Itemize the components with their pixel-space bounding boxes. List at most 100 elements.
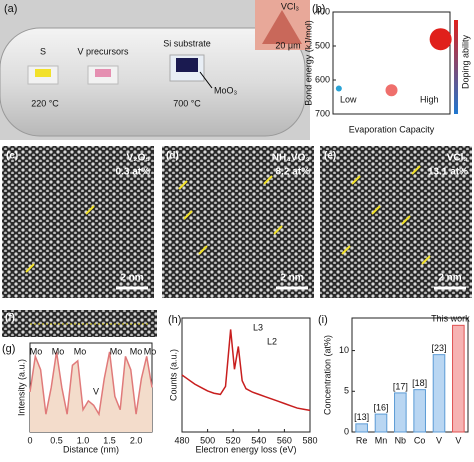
- scale-label: 2 nm: [280, 273, 303, 284]
- y-tick-label: 500: [315, 40, 330, 50]
- annotation: Mo: [74, 346, 87, 356]
- y-axis-label: Concentration (at%): [322, 335, 332, 415]
- boat-label: S: [40, 46, 46, 56]
- arrow: [421, 255, 431, 265]
- sulfur: [35, 69, 51, 77]
- annotation: [18]: [412, 378, 427, 388]
- bar: [452, 324, 465, 433]
- annotation: Mo: [52, 346, 65, 356]
- x-tick-label: V: [436, 435, 442, 445]
- x-axis-label: Electron energy loss (eV): [195, 444, 296, 454]
- point: [385, 84, 398, 97]
- arrow: [263, 175, 273, 185]
- concentration: 13.1 at%: [428, 167, 468, 178]
- x-tick-label: Mn: [375, 435, 388, 445]
- annotation: L3: [253, 322, 263, 332]
- arrow: [25, 263, 35, 273]
- y-tick-label: 5: [344, 386, 349, 396]
- arrow: [273, 225, 283, 235]
- annotation: Mo: [130, 346, 143, 356]
- y-tick-label: 700: [315, 108, 330, 118]
- x-tick-label: 560: [277, 435, 292, 445]
- panel-label: (e): [324, 151, 336, 162]
- boat-label: Si substrate: [163, 38, 211, 48]
- panel-label: (b): [312, 3, 325, 15]
- annotation: [23]: [431, 343, 446, 353]
- x-tick-label: 0: [27, 435, 32, 445]
- x-tick-label: 0.5: [50, 435, 63, 445]
- y-tick-label: 400: [315, 6, 330, 16]
- panel-label: (d): [166, 151, 179, 162]
- arrow: [198, 245, 208, 255]
- concentration: 8.2 at%: [276, 167, 311, 178]
- bar: [432, 354, 446, 433]
- precursor: VCl₃: [447, 153, 469, 164]
- concentration: 0.3 at%: [116, 167, 151, 178]
- scale-label: 2 nm: [438, 273, 461, 284]
- annotation: [13]: [354, 412, 369, 422]
- annotation: V: [93, 386, 99, 396]
- x-tick-label: 1.5: [103, 435, 116, 445]
- plot-frame: [181, 317, 311, 433]
- plot-frame: [351, 317, 469, 433]
- bar: [355, 423, 368, 433]
- temperature: 700 °C: [173, 98, 201, 108]
- y-axis-label: Counts (a.u.): [168, 349, 178, 401]
- scale-label: 2 nm: [120, 273, 143, 284]
- x-high: High: [420, 94, 439, 104]
- x-low: Low: [340, 94, 357, 104]
- bar: [374, 413, 388, 433]
- line: [181, 329, 311, 412]
- arrow: [371, 205, 381, 215]
- x-tick-label: 520: [226, 435, 241, 445]
- precursor: [95, 69, 111, 77]
- annotation: [17]: [393, 381, 408, 391]
- arrow: [183, 210, 193, 220]
- temperature: 220 °C: [31, 98, 59, 108]
- annotation: [16]: [373, 402, 388, 412]
- line: [29, 351, 153, 417]
- x-tick-label: Co: [414, 435, 426, 445]
- crystal: [262, 10, 302, 44]
- annotation: L2: [267, 336, 277, 346]
- x-tick-label: V: [455, 435, 461, 445]
- arrow: [85, 205, 95, 215]
- point: [335, 85, 342, 92]
- x-tick-label: 1.0: [77, 435, 90, 445]
- x-axis-label: Distance (nm): [63, 444, 119, 454]
- pointer: [199, 71, 213, 89]
- inset-scale: 20 μm: [275, 40, 300, 50]
- substrate-label: MoO₃: [214, 85, 238, 95]
- x-tick-label: 540: [251, 435, 266, 445]
- bar: [413, 389, 426, 433]
- doping-arrow: [454, 20, 458, 114]
- y-axis-label: Bond energy (kJ/mol): [303, 20, 313, 106]
- stem-image: [320, 146, 472, 298]
- x-tick-label: 480: [174, 435, 189, 445]
- annotation: This work: [431, 314, 470, 324]
- x-tick-label: 580: [302, 435, 317, 445]
- arrow: [341, 245, 351, 255]
- arrow: [351, 175, 361, 185]
- arrow: [411, 165, 421, 175]
- panel-label: (f): [5, 313, 15, 324]
- inset-label: VCl₃: [281, 1, 300, 11]
- point: [429, 28, 452, 51]
- stem-image: [162, 146, 314, 298]
- panel-label: (g): [2, 343, 15, 355]
- annotation: Mo: [30, 346, 43, 356]
- tube: [0, 27, 306, 137]
- x-tick-label: 500: [200, 435, 215, 445]
- y-axis-label: Intensity (a.u.): [16, 359, 26, 416]
- x-tick-label: Nb: [395, 435, 407, 445]
- annotation: Mo: [144, 346, 157, 356]
- arrow: [178, 180, 188, 190]
- precursor: NH₄VO₃: [272, 153, 311, 164]
- panel-label: (h): [168, 314, 181, 326]
- x-tick-label: 2.0: [130, 435, 143, 445]
- precursor: V₂O₅: [127, 153, 151, 164]
- stem-image: [2, 146, 154, 298]
- y-tick-label: 10: [339, 345, 349, 355]
- y-tick-label: 600: [315, 74, 330, 84]
